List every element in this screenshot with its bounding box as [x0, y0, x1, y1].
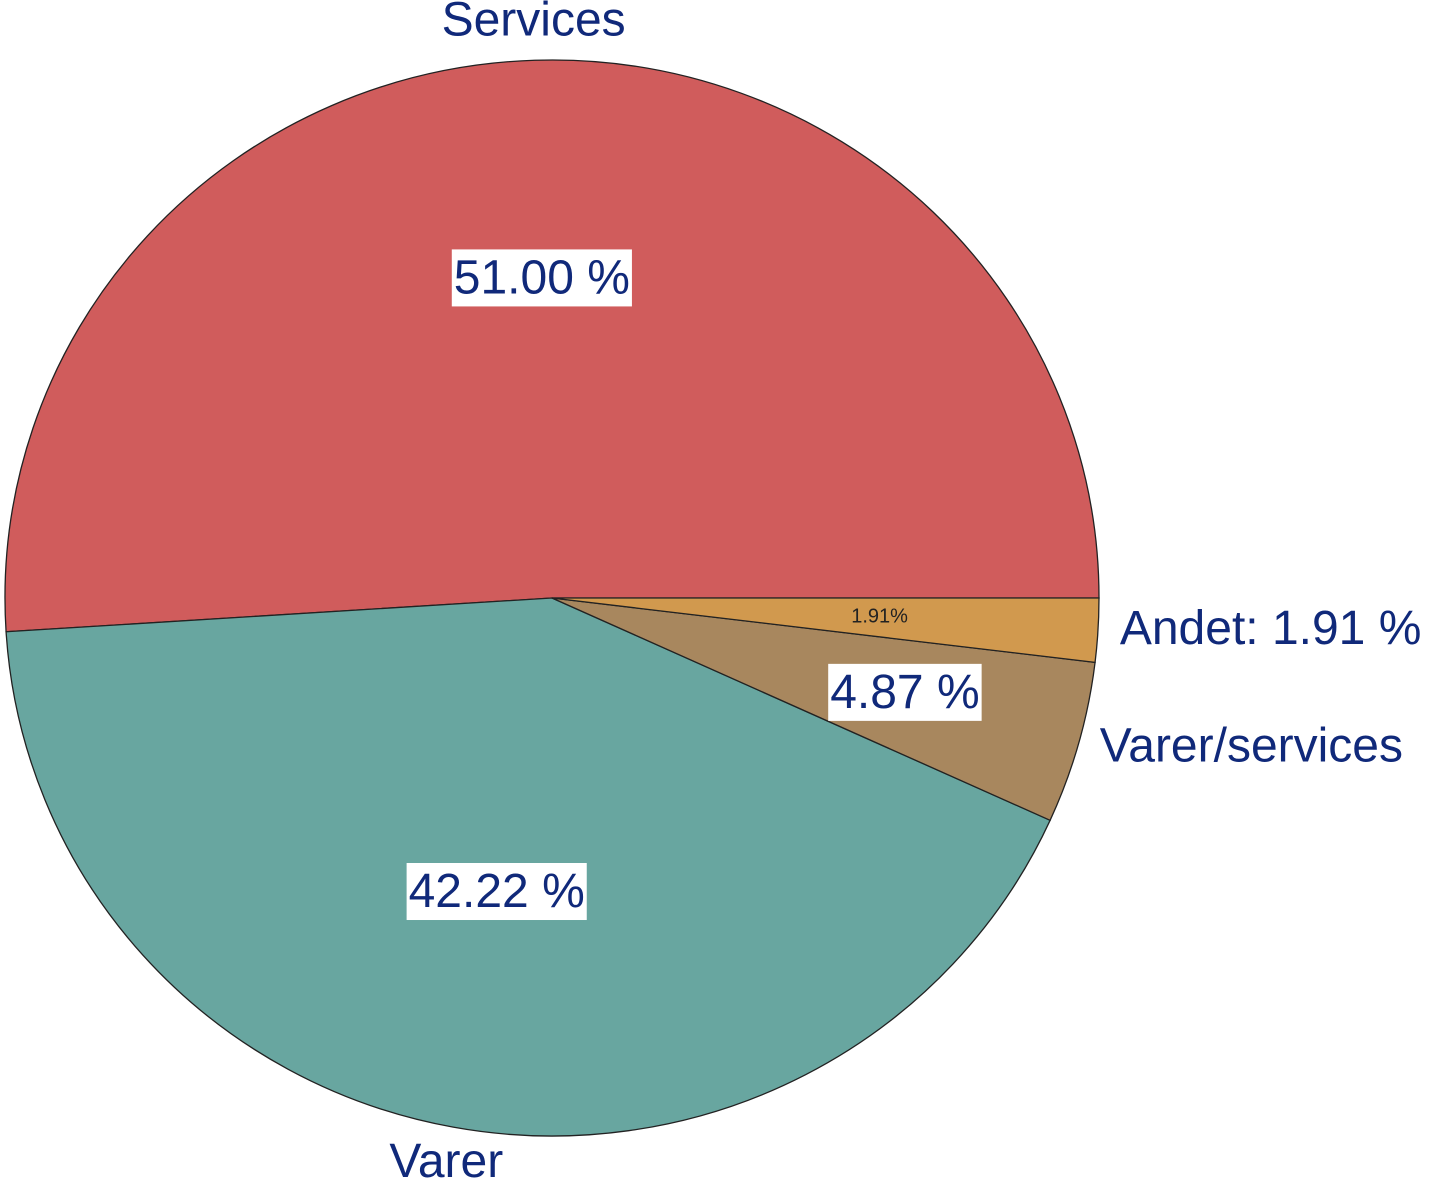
category-label: Andet: 1.91 %: [1120, 602, 1422, 655]
value-label-group: 42.22 %: [406, 862, 587, 921]
value-label: 42.22 %: [409, 865, 585, 918]
value-label-group: 4.87 %: [828, 663, 982, 721]
category-label: Services: [442, 0, 626, 46]
value-label-group: 51.00 %: [451, 249, 632, 307]
value-label-background: [406, 862, 587, 921]
pie-slice: [4, 59, 1100, 633]
category-label: Varer/services: [1100, 720, 1403, 773]
pie-slice: [551, 597, 1096, 822]
value-label: 4.87 %: [830, 666, 979, 719]
category-label: Varer: [389, 1135, 503, 1188]
pie-slice: [551, 597, 1100, 664]
value-label-background: [451, 249, 632, 307]
value-label: 1.91%: [851, 606, 908, 628]
value-label-background: [828, 663, 982, 721]
value-label-group: 1.91%: [851, 606, 908, 628]
value-label: 51.00 %: [454, 251, 630, 304]
